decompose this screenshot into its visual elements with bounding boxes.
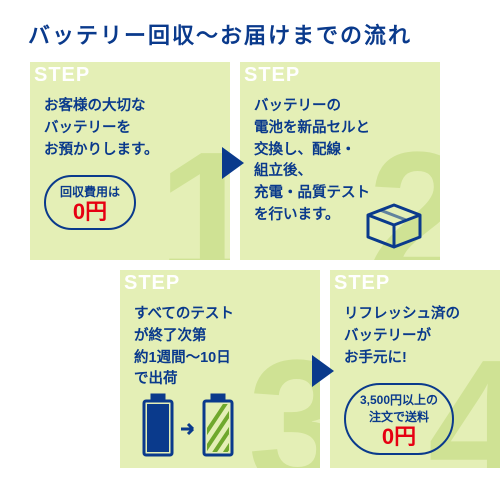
step-label: STEP [124, 272, 180, 295]
page-title: バッテリー回収～お届けまでの流れ [0, 0, 500, 60]
step-label: STEP [244, 64, 300, 87]
flow-arrow-2 [312, 355, 334, 387]
box-icon [360, 195, 428, 254]
step-panel-4: STEP4リフレッシュ済のバッテリーがお手元に!3,500円以上の注文で送料0円 [330, 270, 500, 468]
step-label: STEP [34, 64, 90, 87]
steps-grid: STEP1お客様の大切なバッテリーをお預かりします。回収費用は0円STEP2バッ… [30, 62, 470, 482]
step-panel-2: STEP2バッテリーの電池を新品セルと交換し、配線・組立後、充電・品質テストを行… [240, 62, 440, 260]
badge-line2: 0円 [360, 425, 438, 449]
step-desc: リフレッシュ済のバッテリーがお手元に! [344, 304, 486, 369]
step-label: STEP [334, 272, 390, 295]
batteries-icon [138, 391, 258, 466]
price-badge: 3,500円以上の注文で送料0円 [344, 383, 454, 455]
badge-line1: 3,500円以上の注文で送料 [360, 391, 438, 425]
badge-line1: 回収費用は [60, 183, 120, 200]
step-desc: すべてのテストが終了次第約1週間～10日で出荷 [134, 304, 306, 391]
step-panel-1: STEP1お客様の大切なバッテリーをお預かりします。回収費用は0円 [30, 62, 230, 260]
badge-line2: 0円 [60, 200, 120, 224]
flow-arrow-1 [222, 147, 244, 179]
price-badge: 回収費用は0円 [44, 175, 136, 230]
step-panel-3: STEP3すべてのテストが終了次第約1週間～10日で出荷 [120, 270, 320, 468]
step-desc: お客様の大切なバッテリーをお預かりします。 [44, 96, 216, 161]
